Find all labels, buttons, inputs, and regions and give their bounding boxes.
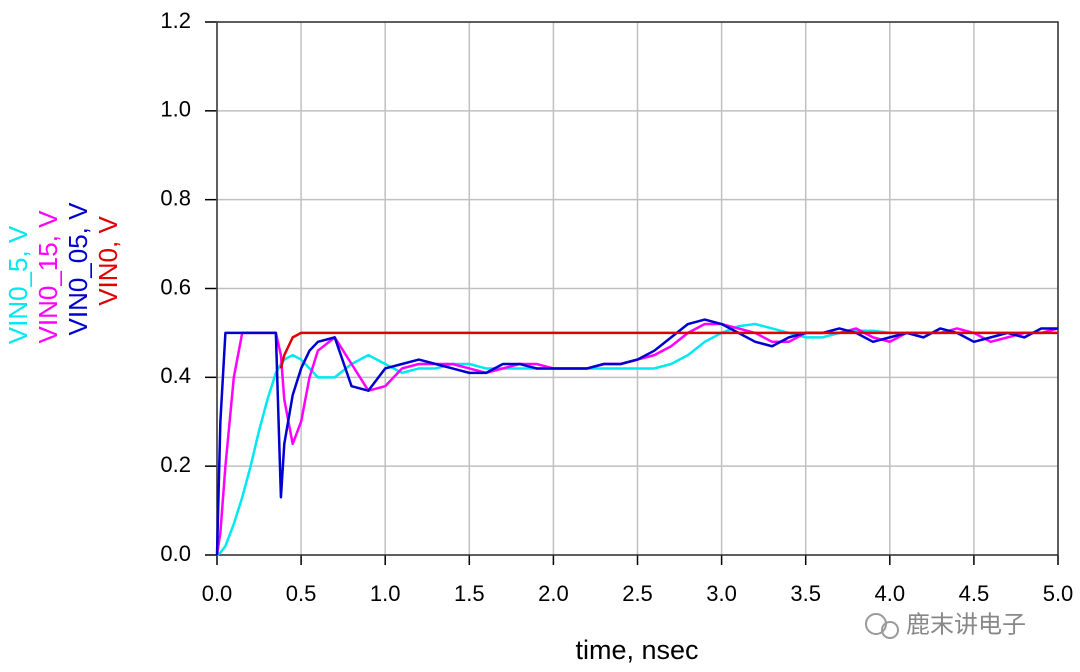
legend-entry: VIN0_05, V (63, 202, 93, 336)
x-tick-label: 2.5 (622, 581, 653, 606)
watermark: 鹿末讲电子 (906, 611, 1026, 638)
x-tick-label: 3.5 (790, 581, 821, 606)
x-tick-label: 5.0 (1043, 581, 1074, 606)
y-tick-label: 0.0 (160, 541, 191, 566)
x-tick-label: 4.0 (875, 581, 906, 606)
y-tick-label: 0.6 (160, 274, 191, 299)
series-line (215, 318, 1058, 556)
x-tick-label: 0.5 (286, 581, 317, 606)
y-tick-label: 0.2 (160, 452, 191, 477)
y-tick-label: 0.8 (160, 185, 191, 210)
x-tick-label: 0.0 (202, 581, 233, 606)
x-tick-label: 1.0 (370, 581, 401, 606)
x-tick-label: 4.5 (959, 581, 990, 606)
watermark-icon (865, 613, 899, 639)
y-tick-label: 1.2 (160, 8, 191, 33)
legend-entry: VIN0_5, V (3, 225, 33, 344)
y-tick-label: 0.4 (160, 363, 191, 388)
series-line (279, 331, 1058, 369)
y-tick-label: 1.0 (160, 97, 191, 122)
plot-frame (216, 21, 1059, 556)
x-tick-label: 1.5 (454, 581, 485, 606)
x-tick-label: 2.0 (538, 581, 569, 606)
x-axis-label: time, nsec (575, 635, 698, 665)
legend-entry: VIN0_15, V (33, 210, 63, 344)
x-tick-label: 3.0 (706, 581, 737, 606)
legend-entry: VIN0, V (93, 216, 123, 306)
